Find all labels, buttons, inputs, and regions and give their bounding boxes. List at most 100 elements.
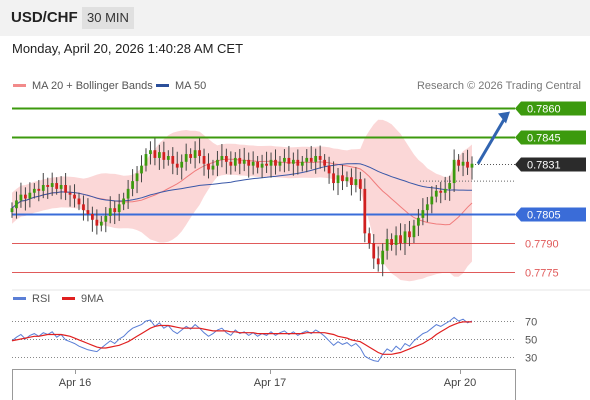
- candle: [457, 154, 460, 172]
- level-box-0.7860: [515, 101, 586, 116]
- candle: [403, 224, 407, 255]
- candle-body: [341, 175, 344, 182]
- candle-body: [439, 190, 443, 193]
- candle-body: [166, 156, 170, 160]
- candle-body: [229, 161, 233, 166]
- candle: [15, 191, 18, 219]
- candle-body: [162, 152, 166, 160]
- candle-body: [126, 188, 130, 199]
- candle-body: [77, 198, 81, 205]
- candle-body: [466, 161, 469, 168]
- candle: [166, 150, 170, 166]
- candle: [41, 173, 45, 199]
- candle: [274, 149, 277, 175]
- level-box-0.7805: [515, 207, 586, 222]
- symbol-label: USD/CHF: [11, 9, 78, 26]
- candle: [341, 164, 344, 191]
- candle: [251, 151, 255, 175]
- candle: [417, 208, 420, 237]
- forecast-arrow-shaft: [476, 118, 506, 165]
- time-tick-apr-16: Apr 16: [59, 377, 91, 389]
- bollinger-band: [12, 119, 472, 282]
- candle-body: [189, 154, 193, 158]
- legend-swatch-rsi: [13, 296, 26, 300]
- candle-body: [86, 210, 90, 214]
- candle: [104, 207, 108, 233]
- candle-body: [381, 250, 385, 265]
- candle-body: [283, 157, 286, 162]
- legend-swatch-ma50: [156, 83, 169, 87]
- candle-body: [309, 157, 313, 162]
- candle: [24, 187, 27, 211]
- candle: [291, 152, 295, 176]
- candle-body: [278, 161, 282, 166]
- candle: [434, 185, 438, 203]
- candle: [224, 148, 228, 174]
- candle-body: [149, 150, 152, 155]
- candle: [314, 148, 318, 174]
- candle-body: [46, 185, 50, 187]
- candle: [202, 148, 206, 176]
- candle: [345, 171, 349, 187]
- candle-body: [247, 159, 251, 166]
- candle: [64, 173, 67, 201]
- candle-body: [233, 157, 237, 166]
- candle: [46, 177, 50, 199]
- candle: [332, 161, 335, 191]
- candle: [153, 138, 157, 166]
- candle: [55, 177, 59, 195]
- legend-label-rsi: RSI: [32, 293, 51, 305]
- candle-body: [91, 214, 94, 220]
- candle-body: [390, 239, 393, 245]
- candle-body: [211, 165, 215, 170]
- candle: [122, 192, 126, 211]
- legend-label-bollinger: MA 20 + Bollinger Bands: [32, 80, 153, 92]
- candle-body: [354, 179, 358, 185]
- candle-body: [260, 163, 264, 168]
- candle-body: [323, 159, 327, 166]
- candle: [198, 138, 201, 164]
- candle-body: [332, 173, 335, 184]
- candle-body: [140, 165, 143, 174]
- candle: [394, 226, 398, 256]
- candle: [242, 147, 246, 172]
- legend-swatch-bollinger: [13, 83, 26, 87]
- candle-body: [300, 161, 304, 166]
- candle: [19, 182, 23, 208]
- candle: [305, 149, 309, 173]
- candle-body: [50, 183, 54, 187]
- candle: [126, 179, 130, 209]
- candle: [318, 145, 322, 169]
- candle: [68, 185, 72, 207]
- candle-body: [434, 190, 438, 197]
- candle-body: [457, 159, 460, 166]
- rsi-tick-30: 30: [525, 353, 537, 365]
- candle-body: [274, 159, 277, 166]
- candle: [59, 176, 63, 200]
- candle: [358, 171, 362, 201]
- candle: [82, 195, 85, 221]
- candle: [412, 219, 416, 243]
- candle: [207, 153, 210, 179]
- candle: [113, 200, 117, 225]
- candle: [247, 152, 251, 178]
- candle: [117, 193, 121, 221]
- level-text-0.7831: 0.7831: [527, 160, 561, 172]
- candle: [233, 152, 237, 172]
- candle: [278, 156, 282, 172]
- candle: [461, 152, 465, 177]
- candle-body: [82, 204, 85, 211]
- candle: [287, 145, 291, 172]
- rsi-tick-70: 70: [525, 317, 537, 329]
- candle: [448, 175, 452, 201]
- candle: [189, 148, 193, 164]
- rsi-ma-line: [11, 321, 472, 355]
- candle: [385, 228, 389, 260]
- candle: [91, 206, 94, 232]
- candle-body: [122, 198, 126, 205]
- candle-body: [144, 154, 148, 166]
- candle: [390, 233, 393, 251]
- candle-body: [157, 152, 161, 158]
- timeframe-button[interactable]: 30 MIN: [82, 7, 134, 29]
- candle-body: [55, 183, 59, 189]
